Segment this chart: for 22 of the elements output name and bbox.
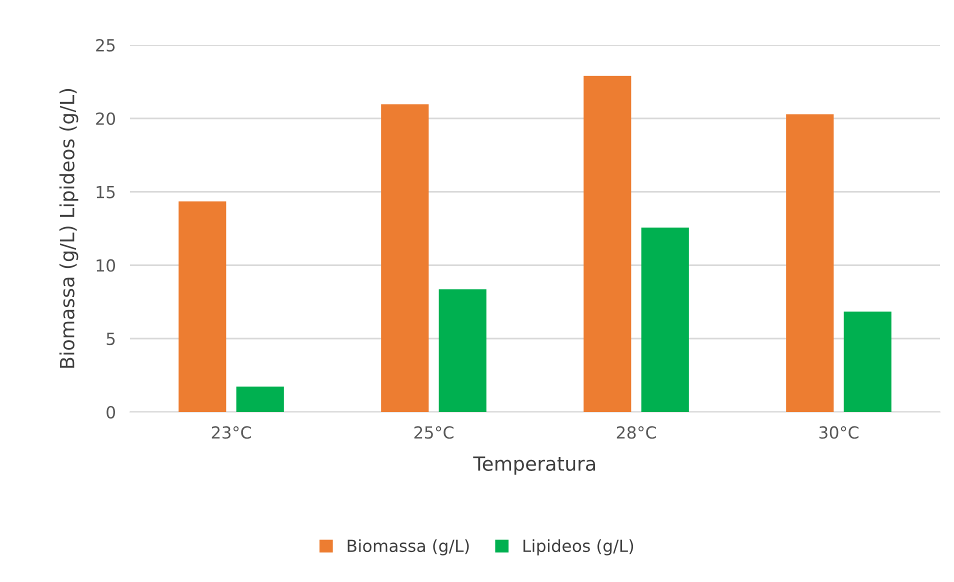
- bar: [786, 114, 834, 412]
- x-tick-label: 23°C: [212, 426, 251, 439]
- y-axis-title: Biomassa (g/L) Lipideos (g/L): [59, 89, 78, 368]
- y-tick-label: 10: [96, 259, 116, 272]
- bar: [236, 386, 284, 412]
- y-tick-label: 15: [96, 186, 115, 198]
- x-tick-label: 30°C: [819, 426, 858, 439]
- y-tick-label: 0: [106, 406, 116, 419]
- legend-label: Lipideos (g/L): [524, 539, 634, 556]
- y-tick-label: 20: [96, 112, 116, 125]
- bar: [584, 76, 632, 412]
- bar: [381, 104, 429, 412]
- bar: [438, 289, 486, 412]
- y-tick-label: 5: [106, 332, 115, 346]
- x-axis-title: Temperatura: [473, 456, 596, 475]
- x-tick-label: 28°C: [616, 426, 656, 439]
- x-tick-label: 25°C: [414, 426, 454, 439]
- bar: [641, 228, 689, 412]
- bar: [844, 312, 892, 412]
- legend-label: Biomassa (g/L): [348, 539, 469, 556]
- bar: [178, 201, 226, 412]
- y-tick-label: 25: [96, 38, 115, 52]
